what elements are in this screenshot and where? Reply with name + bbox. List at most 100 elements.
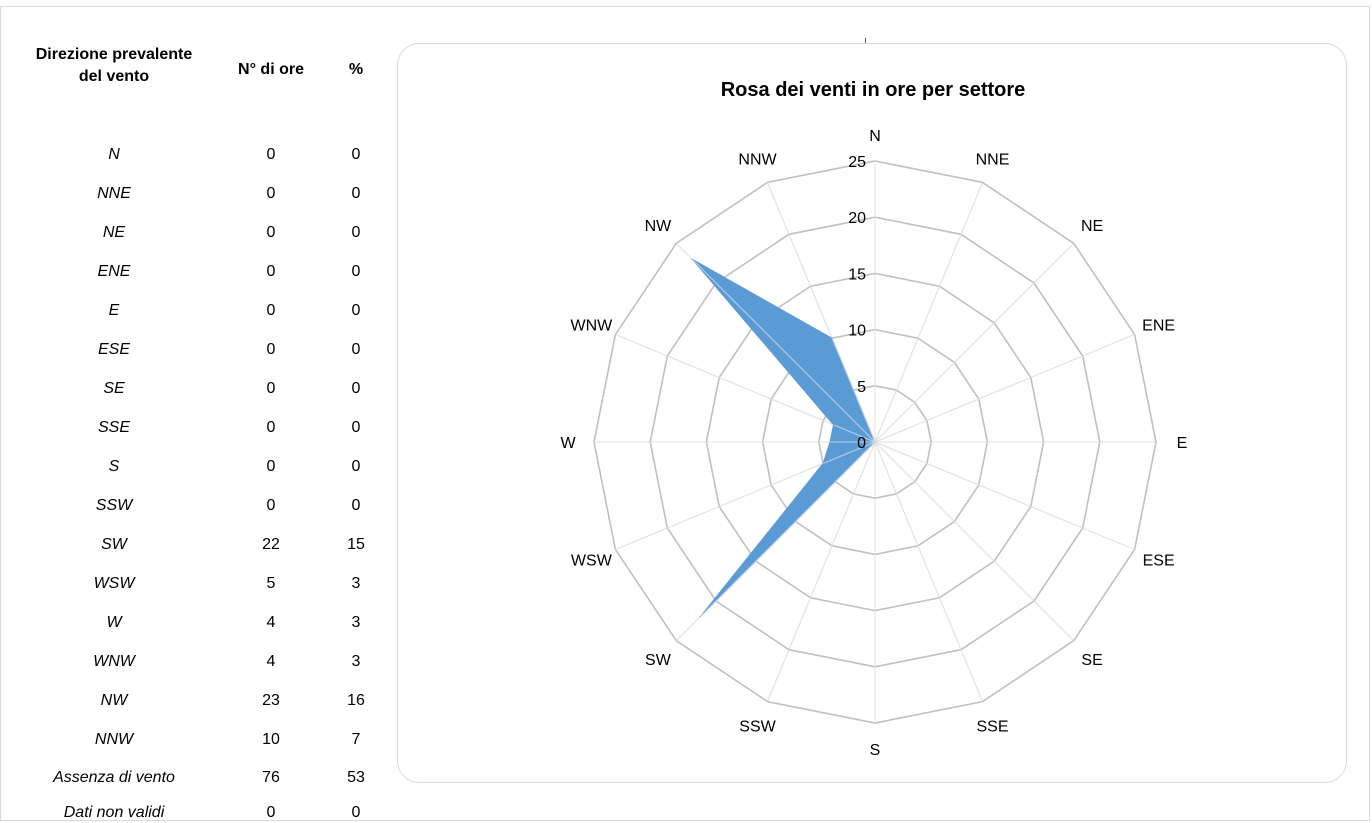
percent-cell: 0	[351, 419, 361, 436]
hours-cell: 0	[266, 263, 276, 280]
spoke-overlay	[874, 441, 1135, 550]
percent-cell: 3	[351, 614, 361, 631]
hours-cell: 22	[262, 536, 280, 553]
direction-cell: WNW	[93, 653, 135, 670]
category-label: NE	[1081, 218, 1103, 235]
hours-cell: 10	[262, 731, 280, 748]
percent-cell: 0	[351, 224, 361, 241]
hours-cell: 0	[266, 146, 276, 163]
hours-cell: 76	[262, 769, 280, 786]
percent-cell: 0	[351, 341, 361, 358]
category-label: SSW	[739, 719, 776, 736]
header-direction: Direzione prevalente del vento	[35, 46, 193, 85]
direction-cell: WSW	[93, 575, 135, 592]
spoke-overlay	[874, 334, 1135, 443]
data-point	[832, 424, 834, 426]
table-row: NNE 0 0	[0, 184, 400, 204]
direction-cell: W	[106, 614, 122, 631]
table-row: E 0 0	[0, 301, 400, 321]
percent-cell: 3	[351, 653, 361, 670]
header-percent: %	[348, 61, 364, 78]
table-row: SSW 0 0	[0, 496, 400, 516]
data-point	[691, 258, 693, 260]
category-label: WNW	[570, 318, 613, 335]
table-row: SSE 0 0	[0, 418, 400, 438]
tick-mark	[865, 38, 866, 44]
hours-cell: 0	[266, 185, 276, 202]
category-label: E	[1177, 435, 1188, 452]
category-label: W	[560, 435, 576, 452]
data-point	[699, 616, 701, 618]
tick-label: 25	[848, 154, 866, 171]
data-point	[822, 463, 824, 465]
hours-cell: 4	[266, 614, 276, 631]
table-row: Dati non validi 0 0	[0, 803, 400, 823]
direction-cell: ESE	[97, 341, 130, 358]
hours-cell: 5	[266, 575, 276, 592]
tick-label: 0	[857, 435, 866, 452]
category-label: WSW	[571, 552, 613, 569]
hours-cell: 0	[266, 458, 276, 475]
hours-cell: 0	[266, 380, 276, 397]
hours-cell: 0	[266, 302, 276, 319]
table-row: NW 23 16	[0, 691, 400, 711]
category-label: SE	[1081, 652, 1102, 669]
direction-cell: NNW	[94, 731, 134, 748]
hours-cell: 0	[266, 419, 276, 436]
percent-cell: 0	[351, 263, 361, 280]
direction-cell: SSE	[97, 419, 130, 436]
table-row: NE 0 0	[0, 223, 400, 243]
table-row: WSW 5 3	[0, 574, 400, 594]
direction-cell: E	[108, 302, 120, 319]
spoke-overlay	[767, 182, 876, 443]
direction-cell: NE	[102, 224, 126, 241]
hours-cell: 23	[262, 692, 280, 709]
tick-label: 10	[848, 323, 866, 340]
table-row: N 0 0	[0, 145, 400, 165]
spoke-overlay	[675, 242, 876, 443]
percent-cell: 0	[351, 380, 361, 397]
category-label: SSE	[976, 719, 1008, 736]
data-point	[831, 337, 833, 339]
direction-cell: Assenza di vento	[53, 769, 175, 786]
tick-label: 20	[848, 210, 866, 227]
percent-cell: 0	[351, 302, 361, 319]
chart-title: Rosa dei venti in ore per settore	[721, 79, 1026, 101]
spoke-overlay	[874, 242, 1075, 443]
percent-cell: 7	[351, 731, 361, 748]
spoke-overlay	[675, 441, 876, 642]
tick-label: 5	[857, 379, 866, 396]
table-row: Assenza di vento 76 53	[0, 768, 400, 788]
direction-cell: Dati non validi	[63, 804, 165, 821]
percent-cell: 3	[351, 575, 361, 592]
tick-label: 15	[848, 266, 866, 283]
spoke-overlay	[615, 441, 876, 550]
page-border	[0, 6, 1370, 821]
table-row: WNW 4 3	[0, 652, 400, 672]
data-point	[874, 441, 876, 443]
table-row: SE 0 0	[0, 379, 400, 399]
category-label: SW	[645, 652, 672, 669]
data-point	[829, 441, 831, 443]
hours-cell: 4	[266, 653, 276, 670]
direction-cell: NW	[100, 692, 128, 709]
chart-frame	[397, 43, 1347, 783]
table-row: ENE 0 0	[0, 262, 400, 282]
spoke-overlay	[874, 441, 983, 702]
series-area	[691, 258, 876, 618]
percent-cell: 0	[351, 185, 361, 202]
direction-cell: SE	[103, 380, 125, 397]
percent-cell: 0	[351, 146, 361, 163]
header-hours: N° di ore	[238, 61, 304, 78]
category-label: N	[869, 128, 881, 145]
percent-cell: 0	[351, 458, 361, 475]
percent-cell: 0	[351, 804, 361, 821]
category-label: NNW	[738, 151, 777, 168]
category-label: NNE	[976, 151, 1010, 168]
table-row: SW 22 15	[0, 535, 400, 555]
category-label: ESE	[1143, 552, 1175, 569]
table-row: ESE 0 0	[0, 340, 400, 360]
spoke-overlay	[874, 441, 1075, 642]
table-row: S 0 0	[0, 457, 400, 477]
